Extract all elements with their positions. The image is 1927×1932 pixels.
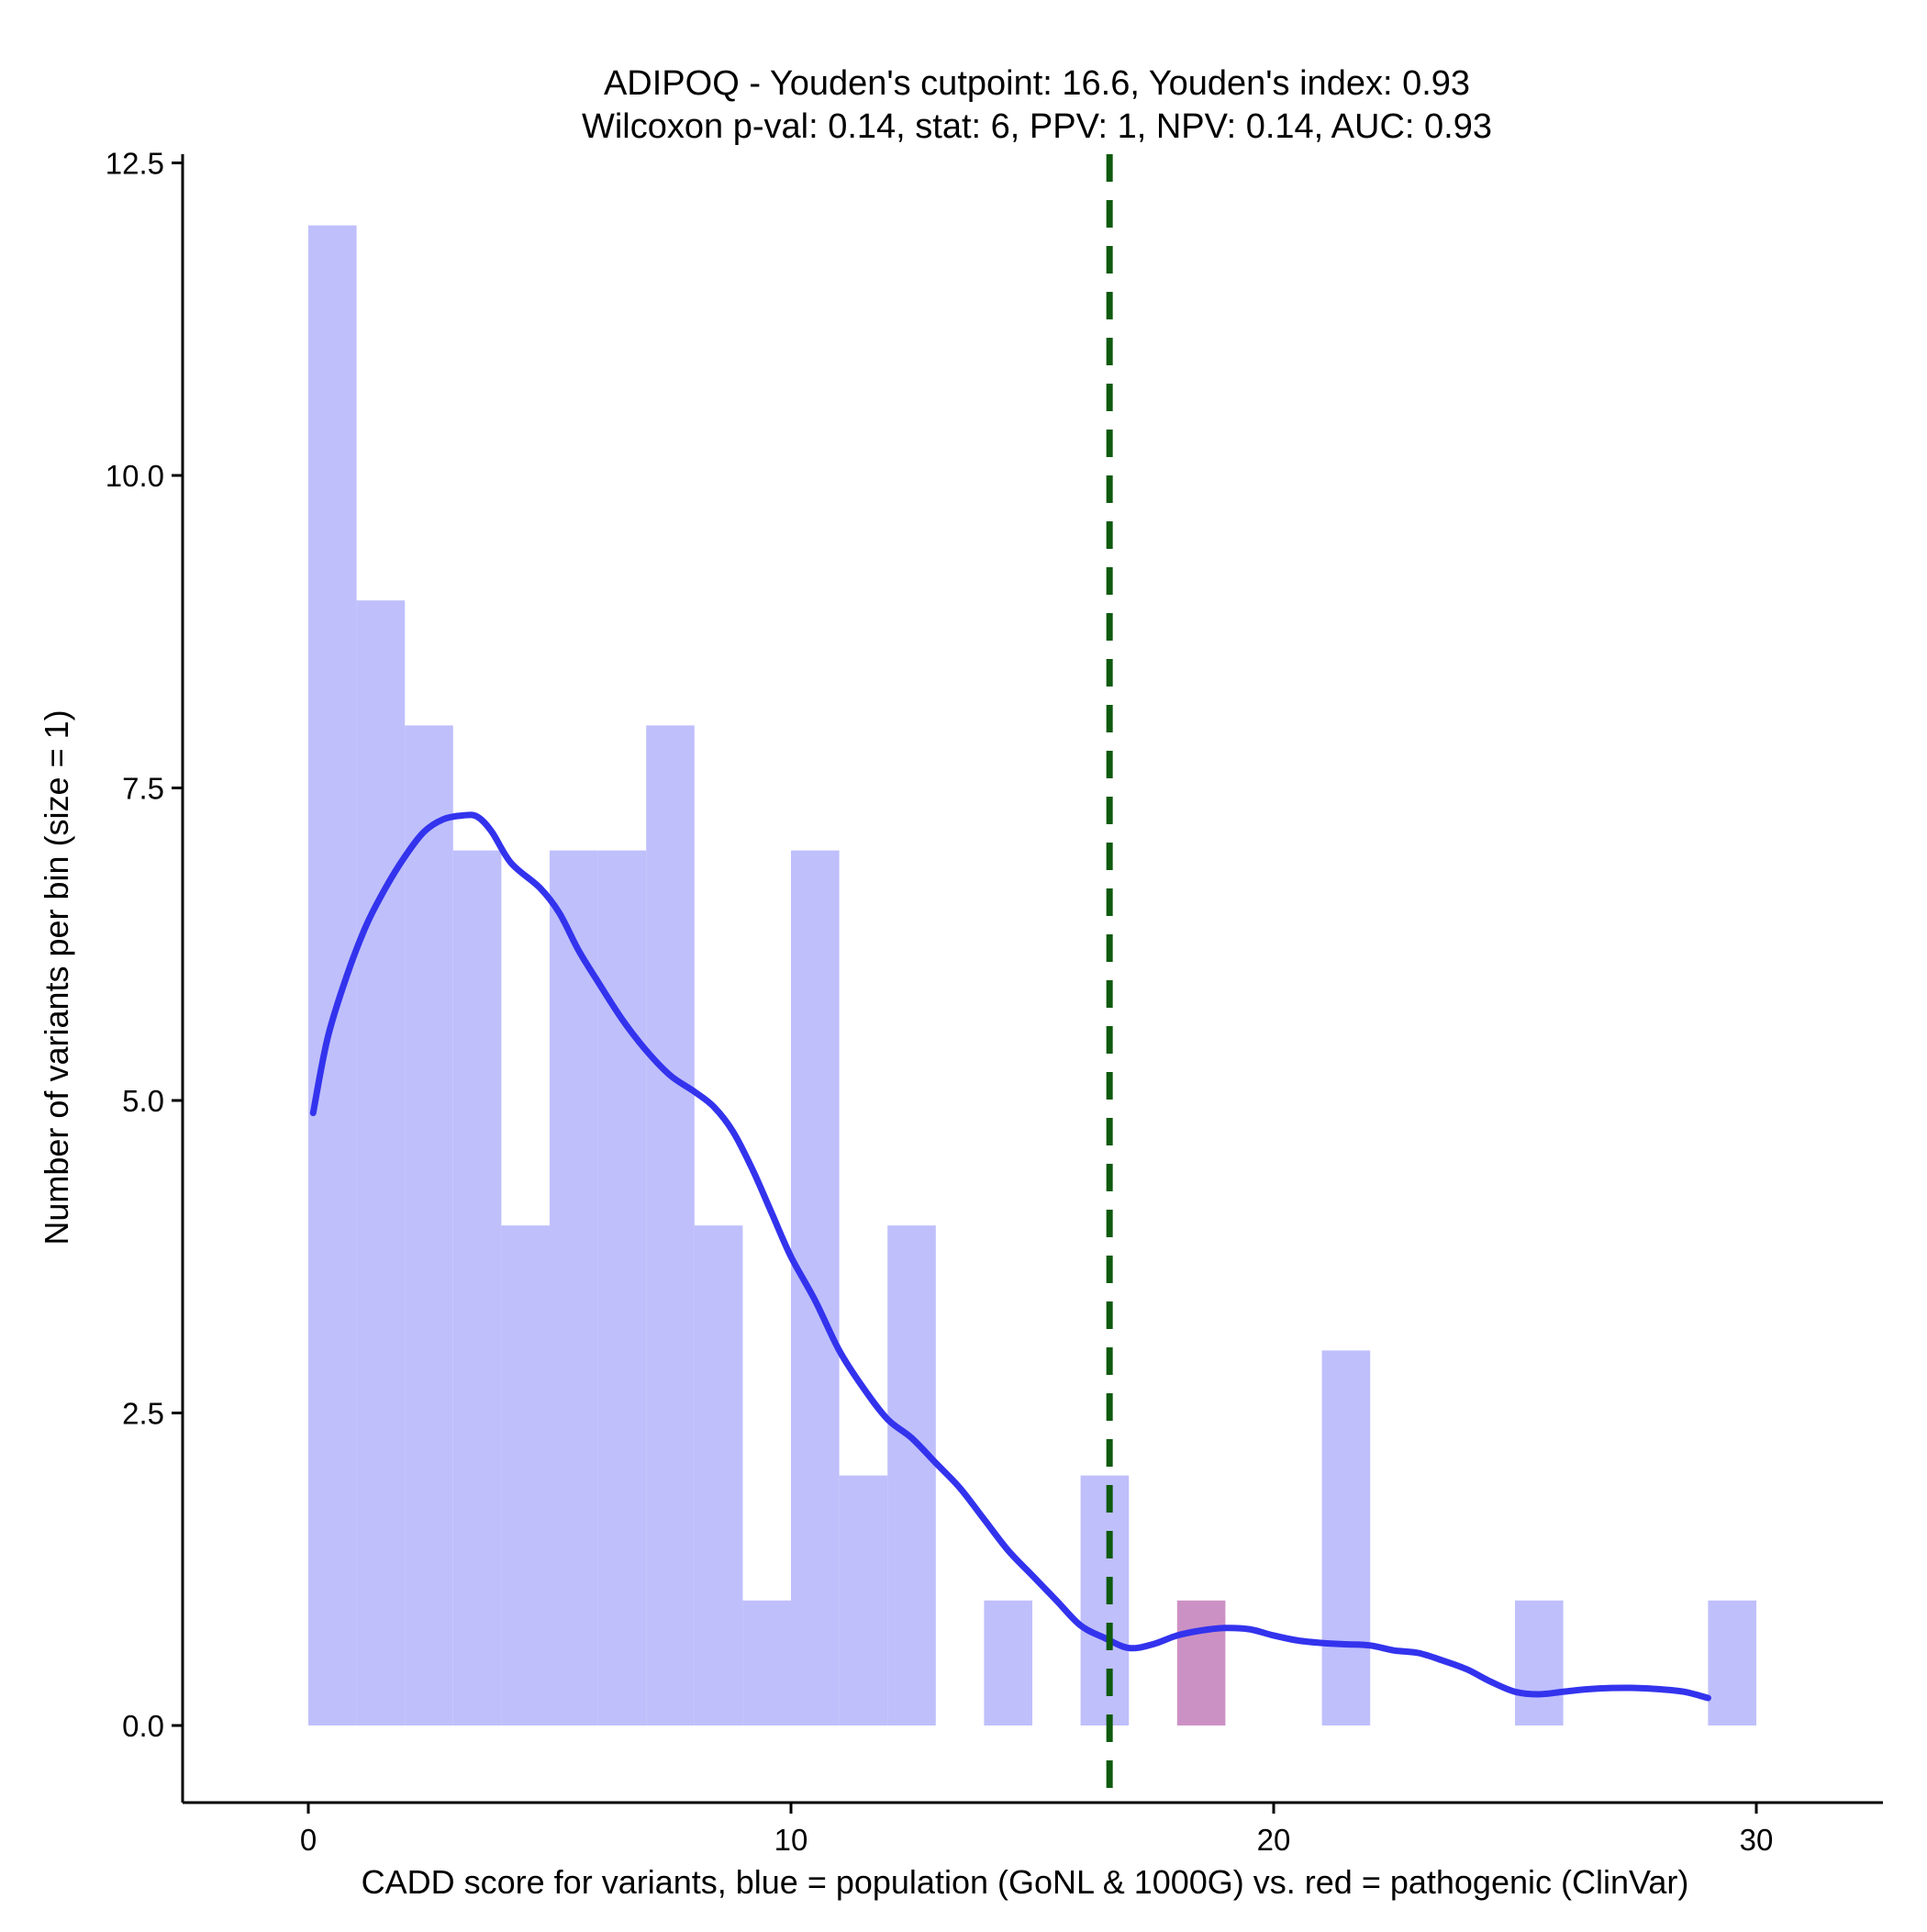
population-bar-5 — [550, 850, 598, 1725]
x-tick-label: 30 — [1740, 1823, 1774, 1857]
axes-layer — [181, 154, 1883, 1804]
population-bar-9 — [742, 1600, 791, 1725]
bars-layer — [308, 225, 1756, 1726]
population-bar-7 — [646, 725, 695, 1725]
y-tick-label: 7.5 — [122, 772, 164, 806]
chart-title-line-1: ADIPOQ - Youden's cutpoint: 16.6, Youden… — [604, 64, 1470, 103]
population-bar-3 — [452, 850, 502, 1725]
population-bar-2 — [405, 725, 453, 1725]
population-bar-6 — [597, 850, 647, 1725]
density-curve-layer — [309, 811, 1711, 1702]
population-bar-14 — [984, 1600, 1032, 1725]
population-bar-25 — [1515, 1600, 1564, 1725]
population-bar-10 — [791, 850, 840, 1725]
population-bar-11 — [839, 1475, 888, 1725]
population-bar-4 — [501, 1225, 550, 1725]
population-bar-12 — [887, 1225, 936, 1725]
population-bar-1 — [356, 600, 406, 1726]
x-tick-label: 10 — [774, 1823, 808, 1857]
y-tick-label: 0.0 — [122, 1709, 164, 1743]
x-tick-label: 20 — [1257, 1823, 1291, 1857]
density-curve — [309, 811, 1711, 1702]
population-bar-8 — [694, 1225, 743, 1725]
y-tick-label: 2.5 — [122, 1397, 164, 1431]
y-tick-label: 5.0 — [122, 1084, 164, 1118]
chart-title-line-2: Wilcoxon p-val: 0.14, stat: 6, PPV: 1, N… — [582, 107, 1492, 146]
x-tick-label: 0 — [300, 1823, 317, 1857]
y-tick-label: 12.5 — [106, 147, 164, 181]
ticks-layer: 0.0 2.5 5.0 7.5 10.0 12.5 0 10 20 30 — [106, 147, 1774, 1858]
population-bar-29 — [1708, 1600, 1756, 1725]
y-axis-label: Number of variants per bin (size = 1) — [38, 709, 75, 1245]
y-tick-label: 10.0 — [106, 459, 164, 493]
pathogenic-bar-18 — [1176, 1600, 1226, 1725]
population-bar-16 — [1080, 1475, 1130, 1725]
population-bar-21 — [1321, 1350, 1371, 1725]
x-axis-label: CADD score for variants, blue = populati… — [362, 1863, 1689, 1901]
